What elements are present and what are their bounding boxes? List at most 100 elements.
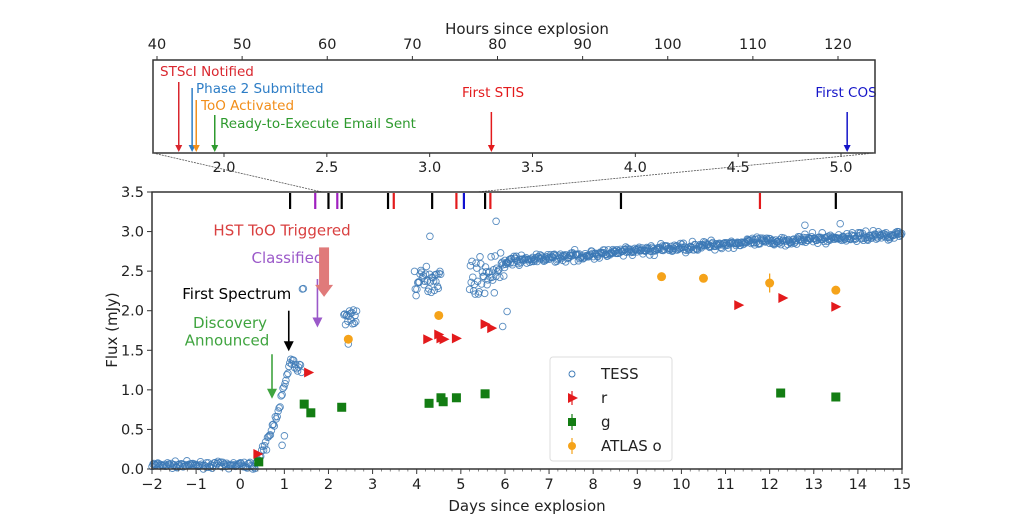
x-tick-label: 2 [324,477,333,493]
annotation-label: Classified [252,249,324,267]
x-tick-label: 12 [760,477,778,493]
annotation-arrow-head [315,284,334,297]
atlas-point [434,310,444,320]
g-point [451,393,461,403]
tess-point [494,266,502,275]
tess-point [492,264,501,272]
inset-event-label: STScI Notified [160,64,254,80]
tess-point [500,272,508,280]
tess-point [475,288,483,296]
inset-event-label: Ready-to-Execute Email Sent [220,116,416,132]
tess-point [260,441,269,450]
inset-event-arrowhead [487,145,495,152]
g-point [337,402,347,412]
tess-point [465,285,474,294]
tess-point [279,384,287,393]
g-point [438,397,448,407]
tess-point [436,270,445,278]
legend-label: g [601,413,611,431]
tess-point [836,219,844,228]
x-tick-label: 13 [805,477,823,493]
g-point [424,398,434,408]
x-tick-label: 8 [589,477,598,493]
tess-point [352,317,360,326]
g-point [831,392,841,402]
tess-point [480,289,489,298]
atlas-series [343,272,841,344]
r-point [423,334,434,345]
tess-point [483,280,491,289]
tess-point [650,251,658,260]
tess-point [750,241,759,249]
tess-point [496,273,504,282]
tess-point [707,236,715,245]
y-tick-label: 3.0 [121,225,144,241]
tess-point [266,431,275,439]
tess-point [250,463,258,471]
inset-event-label: First COS [815,85,876,101]
r-point [831,301,842,312]
tess-point [259,446,268,454]
legend-marker-atlas [568,442,576,450]
tess-point [434,284,443,293]
inset-top-ticks: 40 50 60 70 80 90 100 110 120 [148,37,852,60]
tess-point [273,412,281,421]
x-tick-label: 0 [236,477,245,493]
tess-point [277,392,285,400]
legend: TESS rg ATLAS o [549,356,673,462]
g-point [254,457,264,467]
atlas-point [657,272,667,282]
inset-event-arrowhead [192,145,200,152]
tess-point [421,270,430,278]
inset-event-label: First STIS [462,85,524,101]
tess-point [422,262,431,271]
r-series [253,293,842,459]
tess-point [283,371,291,379]
zoom-connector-right [476,152,876,193]
y-tick-label: 0.5 [121,422,144,438]
g-point [299,399,309,409]
inset-frame [152,59,876,154]
tess-point [274,407,282,415]
tess-point [296,361,305,369]
tess-point [747,239,755,248]
tess-point [278,441,286,450]
tess-point [487,253,495,261]
inset-bottom-tick-label: 4.0 [624,160,647,176]
tess-point [417,268,426,276]
tess-point [280,432,289,440]
x-tick-label: 11 [716,477,734,493]
tess-point [570,257,578,266]
tess-point [694,243,703,251]
tess-point [473,264,481,272]
tess-point [270,422,279,430]
atlas-point [831,285,841,295]
legend-label: r [601,389,608,407]
atlas-point [343,334,353,344]
inset-bottom-tick-label: 2.5 [315,160,338,176]
g-series [254,388,841,467]
annotation-label: Discovery [193,314,267,332]
y-tick-label: 2.0 [121,304,144,320]
inset-panel: Hours since explosion 40 50 60 70 80 90 100 110… [148,20,877,176]
inset-top-tick-label: 60 [318,37,336,53]
annotation-arrow-head [267,388,277,399]
atlas-point [765,278,775,288]
annotation-label: HST ToO Triggered [213,222,350,240]
spectra-ticks [288,193,837,209]
tess-point [471,290,479,298]
x-tick-label: 4 [412,477,421,493]
tess-point [481,263,490,271]
x-tick-label: −1 [185,477,206,493]
tess-point [484,276,492,284]
x-tick-label: 15 [893,477,911,493]
x-tick-label: 10 [672,477,690,493]
tess-point [869,226,877,235]
inset-top-axis-label: Hours since explosion [445,20,609,38]
tess-point [276,403,284,411]
atlas-point [698,273,708,283]
tess-point [275,404,283,412]
inset-bottom-tick-label: 4.5 [727,160,750,176]
